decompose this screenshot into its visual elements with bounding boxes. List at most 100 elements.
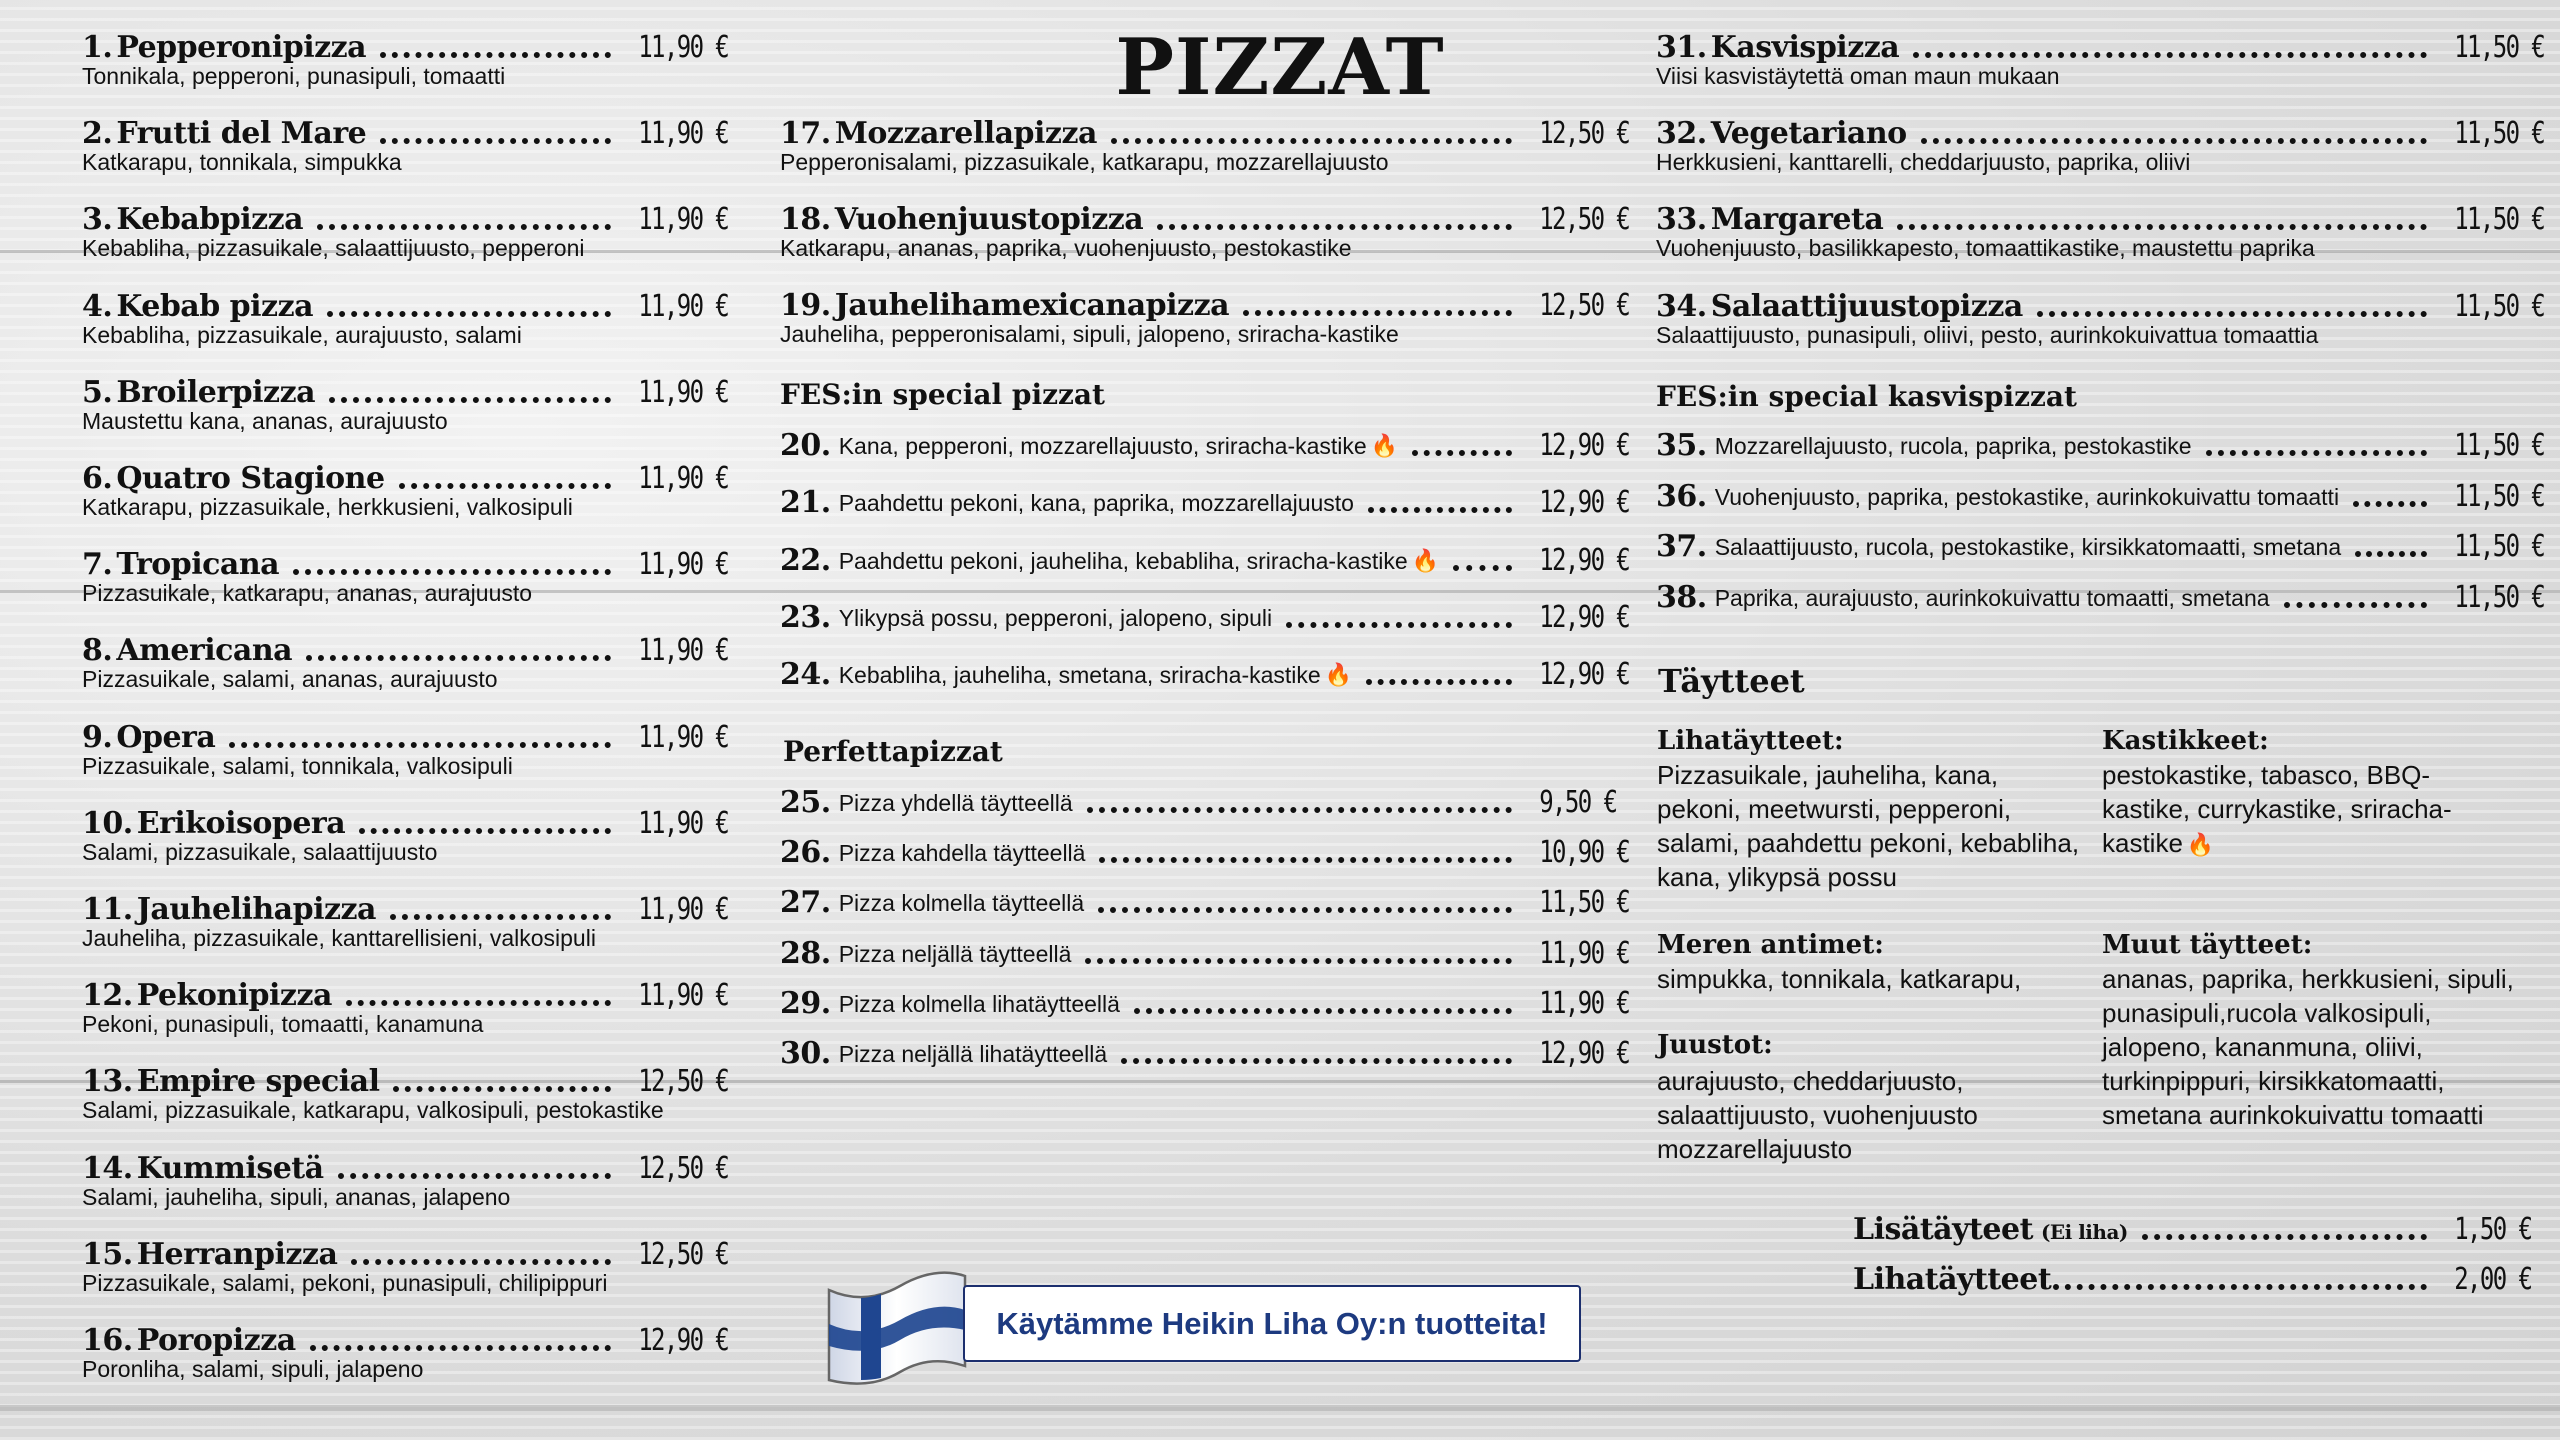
- item-price: 11,50 €: [2454, 428, 2546, 463]
- item-description: Pizza kahdella täytteellä: [838, 840, 1086, 867]
- dot-leader: [1286, 621, 1512, 628]
- item-description: Salami, jauheliha, sipuli, ananas, jalap…: [82, 1183, 511, 1210]
- item-name: Kasvispizza: [1710, 30, 1900, 65]
- fes-special-heading: FES:in special pizzat: [780, 378, 1105, 411]
- fes-special-list: 20. Kana, pepperoni, mozzarellajuusto, sr…: [780, 428, 1631, 728]
- item-price: 12,90 €: [1539, 485, 1631, 521]
- item-price: 12,90 €: [1539, 657, 1631, 693]
- item-number: 8.: [82, 633, 113, 669]
- item-price: 12,50 €: [1539, 288, 1631, 324]
- item-number: 22.: [780, 542, 831, 578]
- item-description: Salaattijuusto, rucola, pestokastike, ki…: [1714, 534, 2342, 560]
- menu-item: 21. Paahdettu pekoni, kana, paprika, mozz…: [780, 485, 1631, 521]
- menu-item-line: 3. Kebabpizza 11,90 €: [82, 202, 730, 237]
- item-price: 11,90 €: [638, 116, 730, 152]
- item-description: Pizzasuikale, salami, tonnikala, valkosi…: [82, 752, 513, 779]
- item-description: Katkarapu, tonnikala, simpukka: [82, 149, 402, 176]
- menu-item: 25. Pizza yhdellä täytteellä 9,50 €: [780, 785, 1618, 820]
- item-price: 11,50 €: [2454, 202, 2546, 238]
- fire-icon: 🔥: [1324, 662, 1353, 688]
- item-price: 12,90 €: [638, 1323, 730, 1358]
- dot-leader: [389, 914, 611, 920]
- menu-item-line: 31. Kasvispizza 11,50 €: [1656, 30, 2546, 65]
- item-number: 9.: [82, 719, 113, 755]
- item-name: Pekonipizza: [136, 978, 333, 1014]
- item-number: 33.: [1656, 202, 1707, 238]
- extra-name: Lihatäytteet: [1853, 1262, 2052, 1297]
- item-number: 28.: [780, 935, 831, 971]
- item-number: 26.: [780, 835, 831, 871]
- item-description: Paahdettu pekoni, jauheliha, kebabliha, …: [838, 547, 1408, 574]
- menu-item-line: 7. Tropicana 11,90 €: [82, 547, 730, 583]
- extra-price: 2,00 €: [2454, 1262, 2533, 1297]
- item-name: Opera: [116, 719, 216, 755]
- menu-item-line: 35. Mozzarellajuusto, rucola, paprika, pe…: [1656, 428, 2546, 463]
- menu-item-line: 17. Mozzarellapizza 12,50 €: [780, 116, 1631, 151]
- item-name: Jauhelihapizza: [136, 892, 377, 927]
- item-description: Pizza neljällä lihatäytteellä: [838, 1041, 1108, 1067]
- menu-item: 33. Margareta 11,50 € Vuohenjuusto, basilik…: [1656, 202, 2546, 262]
- item-number: 20.: [780, 428, 831, 463]
- item-description: Herkkusieni, kanttarelli, cheddarjuusto,…: [1656, 149, 2191, 176]
- item-description: Poronliha, salami, sipuli, jalapeno: [82, 1356, 424, 1382]
- item-number: 34.: [1656, 288, 1707, 324]
- menu-item-line: 21. Paahdettu pekoni, kana, paprika, mozz…: [780, 485, 1631, 521]
- dot-leader: [1110, 138, 1512, 144]
- menu-item: 26. Pizza kahdella täytteellä 10,90 €: [780, 835, 1631, 871]
- menu-item-line: 5. Broilerpizza 11,90 €: [82, 375, 730, 410]
- item-description: Pizzasuikale, salami, pekoni, punasipuli…: [82, 1269, 608, 1296]
- menu-item: 28. Pizza neljällä täytteellä 11,90 €: [780, 935, 1631, 971]
- meat-toppings-text: Pizzasuikale, jauheliha, kana, pekoni, m…: [1657, 760, 2080, 892]
- dot-leader: [1086, 807, 1512, 813]
- item-price: 12,50 €: [1539, 202, 1631, 238]
- extra-price: 1,50 €: [2454, 1212, 2533, 1247]
- item-number: 23.: [780, 599, 831, 635]
- dot-leader: [1913, 52, 2427, 58]
- item-price: 11,90 €: [638, 547, 730, 583]
- dot-leader: [380, 52, 611, 58]
- menu-item: 36. Vuohenjuusto, paprika, pestokastike, …: [1656, 479, 2546, 514]
- menu-item-line: 30. Pizza neljällä lihatäytteellä 12,90 €: [780, 1036, 1631, 1071]
- dot-leader: [2141, 1234, 2427, 1240]
- item-number: 17.: [780, 116, 831, 151]
- item-description: Pizzasuikale, katkarapu, ananas, aurajuu…: [82, 580, 533, 607]
- item-description: Katkarapu, ananas, paprika, vuohenjuusto…: [780, 235, 1352, 262]
- item-price: 11,50 €: [2454, 30, 2546, 65]
- menu-item: 4. Kebab pizza 11,90 € Kebabliha, pizzasuik…: [82, 289, 730, 349]
- item-name: Americana: [116, 633, 293, 669]
- dot-leader: [329, 396, 611, 403]
- item-price: 12,90 €: [1539, 599, 1631, 635]
- menu-item-line: 24. Kebabliha, jauheliha, smetana, srirac…: [780, 657, 1631, 693]
- menu-item-line: 34. Salaattijuustopizza 11,50 €: [1656, 288, 2546, 324]
- finland-flag-icon: [827, 1271, 967, 1385]
- extra-note: (Ei liha): [2040, 1220, 2128, 1244]
- menu-item: 27. Pizza kolmella täytteellä 11,50 €: [780, 885, 1631, 920]
- item-number: 12.: [82, 978, 133, 1014]
- item-price: 11,90 €: [1539, 935, 1631, 971]
- item-description: Pizzasuikale, salami, ananas, aurajuusto: [82, 666, 498, 693]
- menu-item: 6. Quatro Stagione 11,90 € Katkarapu, pizza…: [82, 461, 730, 521]
- item-name: Mozzarellapizza: [834, 116, 1098, 151]
- menu-item: 16. Poropizza 12,90 € Poronliha, salami, si…: [82, 1323, 730, 1383]
- plank-line: [0, 590, 2560, 593]
- menu-item: 15. Herranpizza 12,50 € Pizzasuikale, salam…: [82, 1237, 730, 1297]
- menu-item: 10. Erikoisopera 11,90 € Salami, pizzasuika…: [82, 806, 730, 866]
- item-price: 11,50 €: [2454, 288, 2546, 324]
- item-description: Kana, pepperoni, mozzarellajuusto, srira…: [838, 433, 1367, 459]
- menu-item: 31. Kasvispizza 11,50 € Viisi kasvistäytett…: [1656, 30, 2546, 90]
- item-name: Tropicana: [116, 547, 280, 583]
- item-price: 11,50 €: [2454, 116, 2546, 152]
- item-description: Kebabliha, jauheliha, smetana, sriracha-…: [838, 662, 1321, 689]
- item-number: 14.: [82, 1150, 133, 1186]
- sauces-label: Kastikkeet:: [2102, 726, 2269, 756]
- item-price: 12,50 €: [638, 1064, 730, 1100]
- menu-column-left: 1. Pepperonipizza 11,90 € Tonnikala, pepper…: [82, 30, 730, 1410]
- item-number: 29.: [780, 985, 831, 1021]
- menu-item: 17. Mozzarellapizza 12,50 € Pepperonisalami…: [780, 116, 1631, 176]
- item-name: Empire special: [136, 1064, 380, 1100]
- dot-leader: [306, 655, 611, 662]
- dot-leader: [351, 1258, 611, 1265]
- fire-icon: 🔥: [1370, 433, 1399, 458]
- menu-item: 12. Pekonipizza 11,90 € Pekoni, punasipuli,…: [82, 978, 730, 1038]
- dot-leader: [1099, 857, 1512, 864]
